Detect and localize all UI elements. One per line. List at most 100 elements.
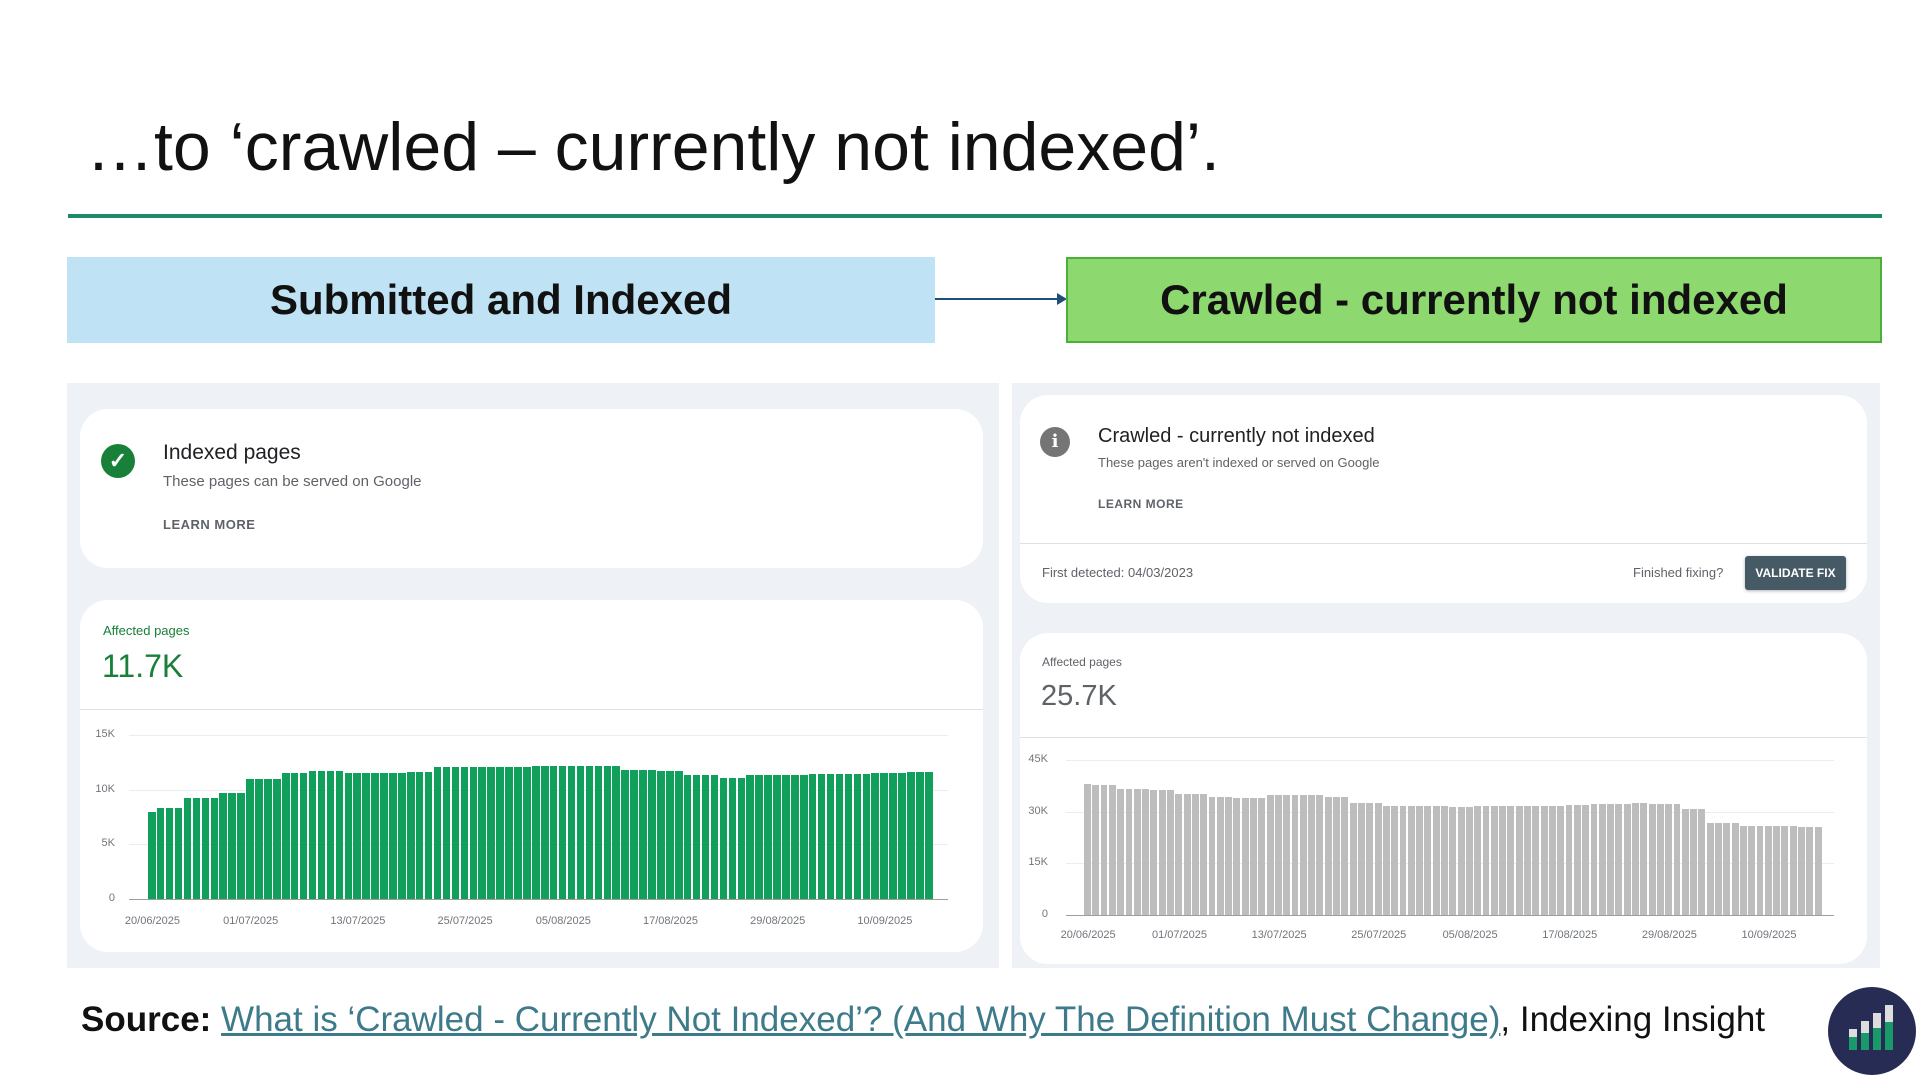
bar[interactable]	[1382, 805, 1390, 915]
bar[interactable]	[255, 778, 263, 899]
bar[interactable]	[666, 770, 674, 899]
bar[interactable]	[1648, 803, 1656, 915]
bar[interactable]	[460, 766, 469, 899]
bar[interactable]	[1258, 797, 1266, 915]
bar[interactable]	[541, 765, 549, 899]
bar[interactable]	[1731, 823, 1739, 915]
bar[interactable]	[657, 770, 665, 899]
validate-fix-button[interactable]: VALIDATE FIX	[1745, 556, 1846, 590]
bar[interactable]	[532, 765, 540, 899]
bar[interactable]	[549, 765, 558, 899]
bar[interactable]	[1341, 796, 1349, 915]
bar[interactable]	[1590, 803, 1598, 915]
bar[interactable]	[1565, 804, 1573, 915]
bar[interactable]	[1358, 802, 1365, 915]
bar[interactable]	[1142, 788, 1149, 915]
bar[interactable]	[1532, 805, 1540, 915]
learn-more-link[interactable]: LEARN MORE	[163, 517, 256, 532]
bar[interactable]	[514, 766, 522, 899]
bar[interactable]	[1432, 805, 1440, 915]
bar[interactable]	[737, 777, 746, 899]
bar[interactable]	[317, 770, 326, 899]
bar[interactable]	[1374, 802, 1382, 915]
bar[interactable]	[1366, 802, 1374, 915]
bar[interactable]	[335, 770, 344, 899]
bar[interactable]	[585, 765, 594, 899]
bar[interactable]	[1457, 806, 1465, 915]
bar[interactable]	[1673, 803, 1681, 915]
bar[interactable]	[1698, 808, 1706, 915]
bar[interactable]	[1250, 797, 1257, 915]
bar[interactable]	[487, 766, 495, 899]
bar[interactable]	[210, 798, 219, 899]
bar[interactable]	[1299, 795, 1307, 915]
bar[interactable]	[612, 765, 620, 899]
bar[interactable]	[1465, 806, 1473, 915]
bar[interactable]	[219, 792, 227, 899]
bar[interactable]	[1715, 823, 1722, 915]
bar[interactable]	[1266, 795, 1274, 915]
bar[interactable]	[755, 775, 763, 899]
bar[interactable]	[1723, 823, 1731, 915]
bar[interactable]	[371, 772, 379, 899]
bar[interactable]	[603, 765, 612, 899]
bar[interactable]	[817, 774, 826, 899]
bar[interactable]	[1806, 827, 1814, 915]
bar[interactable]	[925, 771, 933, 899]
bar[interactable]	[1515, 805, 1523, 915]
source-link[interactable]: What is ‘Crawled - Currently Not Indexed…	[221, 1000, 1501, 1039]
bar[interactable]	[826, 774, 835, 899]
bar[interactable]	[1225, 796, 1233, 915]
bar[interactable]	[1789, 826, 1797, 915]
bar[interactable]	[174, 808, 183, 899]
bar[interactable]	[1175, 794, 1183, 915]
bar[interactable]	[362, 773, 370, 899]
bar[interactable]	[407, 771, 415, 899]
bar[interactable]	[630, 769, 638, 899]
bar[interactable]	[701, 775, 710, 899]
bar[interactable]	[165, 808, 174, 899]
bar[interactable]	[281, 773, 290, 899]
bar[interactable]	[853, 774, 862, 899]
bar[interactable]	[800, 775, 808, 899]
bar[interactable]	[1615, 803, 1623, 915]
bar[interactable]	[1150, 790, 1158, 915]
bar[interactable]	[1274, 795, 1282, 915]
bar[interactable]	[728, 777, 737, 899]
bar[interactable]	[290, 773, 299, 899]
bar[interactable]	[228, 792, 236, 899]
bar[interactable]	[889, 772, 897, 899]
bar[interactable]	[639, 769, 647, 899]
bar[interactable]	[1407, 805, 1415, 915]
bar[interactable]	[1233, 797, 1241, 915]
bar[interactable]	[1681, 808, 1689, 915]
bar[interactable]	[1416, 805, 1424, 915]
bar[interactable]	[871, 772, 879, 899]
bar[interactable]	[594, 765, 603, 899]
bar[interactable]	[1781, 826, 1789, 915]
bar[interactable]	[353, 773, 361, 899]
bar[interactable]	[1399, 805, 1407, 915]
bar[interactable]	[1748, 826, 1756, 915]
bar[interactable]	[692, 775, 701, 899]
bar[interactable]	[683, 775, 692, 899]
bar[interactable]	[1490, 805, 1498, 915]
bar[interactable]	[1158, 790, 1166, 915]
bar[interactable]	[523, 766, 531, 899]
bar[interactable]	[1582, 804, 1590, 915]
bar[interactable]	[192, 798, 201, 899]
bar[interactable]	[183, 798, 192, 899]
bar[interactable]	[1656, 803, 1664, 915]
bar[interactable]	[246, 778, 254, 899]
bar[interactable]	[773, 775, 781, 899]
bar[interactable]	[398, 772, 406, 899]
bar[interactable]	[344, 773, 353, 899]
bar[interactable]	[1607, 803, 1614, 915]
bar[interactable]	[326, 770, 335, 899]
bar[interactable]	[862, 774, 871, 899]
bar[interactable]	[308, 770, 317, 899]
bar[interactable]	[442, 766, 451, 899]
bar[interactable]	[1482, 805, 1490, 915]
bar[interactable]	[567, 765, 576, 899]
bar[interactable]	[505, 766, 513, 899]
